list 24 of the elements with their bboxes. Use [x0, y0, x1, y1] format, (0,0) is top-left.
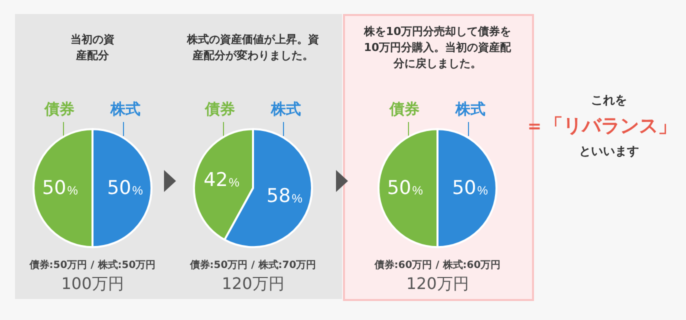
text: 120万円: [220, 274, 286, 295]
slice-label: 債券: [204, 100, 236, 119]
slice-label: 株式: [454, 100, 486, 119]
slice-label: 株式: [270, 100, 302, 119]
text: 債券:60万円 / 株式:60万円: [373, 258, 502, 272]
text: 債券:50万円 / 株式:70万円: [188, 258, 318, 272]
slice-label: 債券: [43, 100, 76, 119]
slice-label: 株式: [109, 100, 142, 119]
data-label: 50%: [42, 177, 78, 200]
chart-title: 当初の資産配分: [70, 32, 116, 64]
text: これを: [590, 92, 628, 109]
text: といいます: [578, 143, 640, 160]
data-label: 42%: [204, 169, 240, 192]
text: ＝「リバランス」: [524, 114, 678, 139]
data-label: 58%: [266, 185, 303, 208]
chart-title: 株を10万円分売却して債券を10万円分購入。当初の資産配分に戻しました。: [362, 24, 512, 72]
data-label: 50%: [387, 177, 424, 200]
slice-label: 債券: [388, 100, 420, 119]
text: 120万円: [405, 274, 470, 295]
data-label: 50%: [452, 177, 488, 200]
text: 債券:50万円 / 株式:50万円: [28, 258, 157, 272]
text: 100万円: [60, 274, 125, 295]
chart-title: 株式の資産価値が上昇。資産配分が変わりました。: [186, 32, 320, 64]
data-label: 50%: [107, 177, 144, 200]
